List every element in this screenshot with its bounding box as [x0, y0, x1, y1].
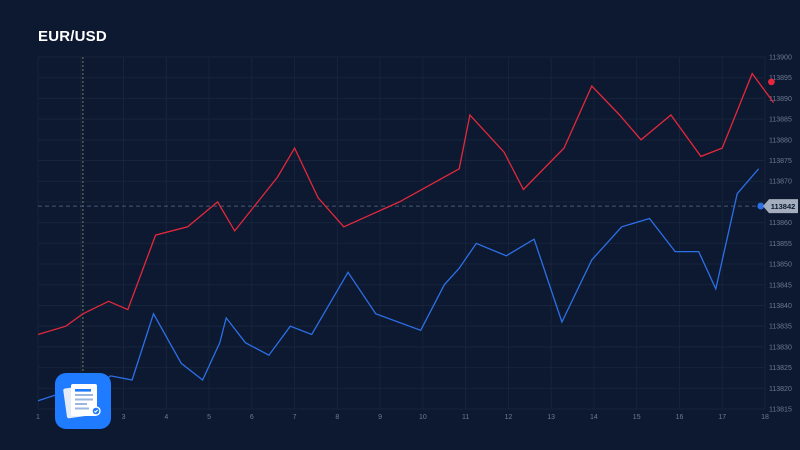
x-tick-label: 16: [676, 414, 684, 421]
x-tick-label: 18: [761, 414, 769, 421]
price-tag-shape: [763, 199, 798, 214]
y-tick-label: 113845: [769, 282, 792, 289]
y-axis: 113815 113820 113825 113830 113835 113840 1138…: [769, 55, 792, 414]
app-icon[interactable]: [55, 373, 111, 429]
x-tick-label: 3: [122, 414, 126, 421]
y-tick-label: 113825: [769, 365, 792, 372]
series-marker-red: [768, 78, 775, 86]
y-tick-label: 113890: [769, 96, 792, 103]
y-tick-label: 113850: [769, 262, 792, 269]
crosshair: [38, 57, 765, 409]
y-tick-label: 113815: [769, 407, 792, 414]
x-tick-label: 8: [335, 414, 339, 421]
y-tick-label: 113860: [769, 220, 792, 227]
y-tick-label: 113895: [769, 75, 792, 82]
x-tick-label: 1: [36, 414, 40, 421]
current-price-tag: 113842: [763, 199, 798, 214]
chart-grid: [37, 56, 766, 410]
price-tag-label: 113842: [771, 202, 796, 211]
y-tick-label: 113830: [769, 344, 792, 351]
y-tick-label: 113885: [769, 117, 792, 124]
x-axis: 123456789101112131415161718: [36, 414, 769, 421]
series-line-blue: [37, 168, 760, 402]
chart-title: EUR/USD: [38, 28, 107, 45]
document-icon: [63, 384, 101, 419]
y-tick-label: 113875: [769, 158, 792, 165]
x-tick-label: 13: [547, 414, 555, 421]
x-tick-label: 17: [718, 414, 726, 421]
series-marker-blue: [757, 202, 765, 210]
x-tick-label: 12: [505, 414, 513, 421]
x-tick-label: 15: [633, 414, 641, 421]
y-tick-label: 113820: [769, 386, 792, 393]
y-tick-label: 113855: [769, 241, 792, 248]
series-lines: [37, 72, 775, 402]
y-tick-label: 113835: [769, 324, 792, 331]
x-tick-label: 11: [462, 414, 469, 421]
x-tick-label: 14: [590, 414, 598, 421]
x-tick-label: 4: [164, 414, 168, 421]
y-tick-label: 113880: [769, 137, 792, 144]
y-tick-label: 113870: [769, 179, 792, 186]
x-tick-label: 7: [293, 414, 297, 421]
series-markers: [757, 78, 775, 210]
series-line-red: [37, 72, 775, 336]
x-tick-label: 9: [378, 414, 382, 421]
x-tick-label: 10: [419, 414, 427, 421]
x-tick-label: 6: [250, 414, 254, 421]
y-tick-label: 113840: [769, 303, 792, 310]
y-tick-label: 113900: [769, 55, 792, 62]
x-tick-label: 5: [207, 414, 211, 421]
